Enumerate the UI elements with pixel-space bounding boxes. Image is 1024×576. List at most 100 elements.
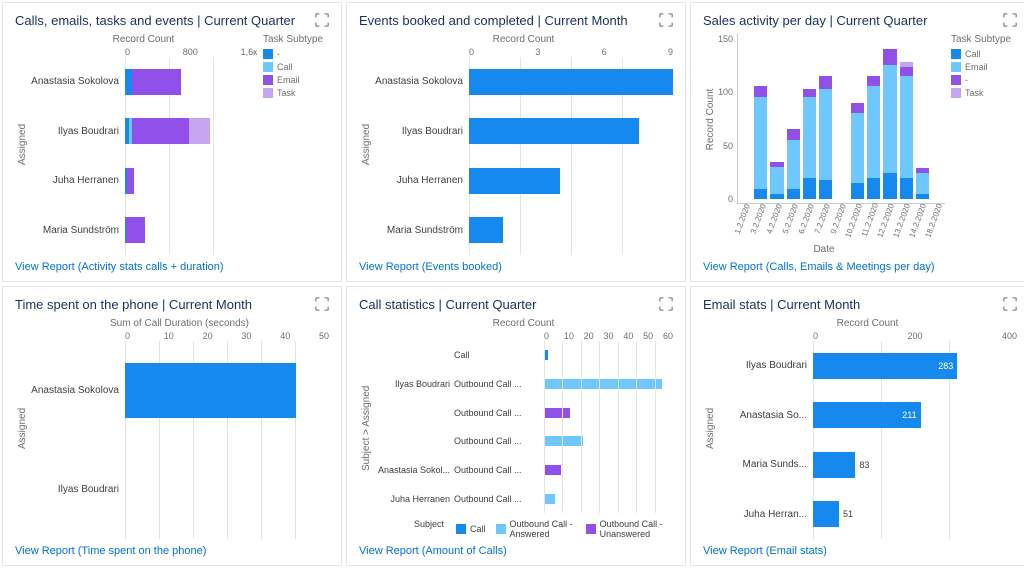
bar-segment: [867, 86, 880, 177]
bar-track: [544, 379, 673, 389]
y-axis-label: Record Count: [703, 34, 718, 204]
bar-segment: [544, 350, 548, 360]
bar-segment: [127, 168, 134, 194]
x-axis-label: Record Count: [30, 34, 257, 45]
bar-segment: [754, 86, 767, 97]
card-calls-emails-tasks: Calls, emails, tasks and events | Curren…: [2, 2, 342, 282]
legend-label: Outbound Call - Unanswered: [600, 519, 673, 539]
view-report-link[interactable]: View Report (Activity stats calls + dura…: [15, 261, 329, 273]
view-report-link[interactable]: View Report (Calls, Emails & Meetings pe…: [703, 261, 1017, 273]
bar-row: Anastasia Sokolova: [374, 60, 673, 104]
tick-label: 10: [164, 331, 203, 341]
category-label: Anastasia Sokolova: [374, 76, 469, 87]
grouped-bar-row: Anastasia Sokol...Outbound Call ...: [374, 462, 673, 478]
sub-label: Outbound Call ...: [454, 436, 544, 446]
category-label: Maria Sunds...: [718, 459, 813, 470]
legend-item: Outbound Call - Answered: [496, 519, 576, 539]
tick-label: 200: [907, 331, 1001, 341]
bar-segment: [916, 194, 929, 199]
bar-track: [125, 217, 257, 243]
sub-label: Outbound Call ...: [454, 408, 544, 418]
category-label: Juha Herran...: [718, 509, 813, 520]
bar-row: Ilyas Boudrari283: [718, 344, 1017, 388]
bar-value-label: 83: [859, 460, 869, 470]
sub-label: Outbound Call ...: [454, 465, 544, 475]
bar-track: [544, 350, 673, 360]
legend-item: Email: [263, 75, 329, 85]
bar-segment: [900, 67, 913, 76]
category-label: Ilyas Boudrari: [374, 126, 469, 137]
legend: Subject CallOutbound Call - AnsweredOutb…: [414, 519, 673, 539]
tick-label: 20: [584, 331, 604, 341]
expand-icon[interactable]: [1003, 297, 1017, 311]
legend-title: Task Subtype: [263, 34, 329, 45]
bar-row: Juha Herranen: [374, 159, 673, 203]
bar-segment: [469, 69, 673, 95]
tick-label: 3: [535, 47, 601, 57]
legend-label: Call: [965, 49, 981, 59]
bar-segment: [803, 178, 816, 200]
bar-row: Juha Herran...51: [718, 492, 1017, 536]
card-email-stats: Email stats | Current Month Assigned Rec…: [690, 286, 1024, 566]
bar-segment: [883, 173, 896, 200]
bar-track: 283: [813, 353, 1017, 379]
x-ticks: 0369: [374, 47, 673, 57]
view-report-link[interactable]: View Report (Email stats): [703, 545, 1017, 557]
legend-item: -: [263, 49, 329, 59]
bar-track: [544, 465, 673, 475]
bar-segment: [900, 76, 913, 178]
view-report-link[interactable]: View Report (Events booked): [359, 261, 673, 273]
tick-label: 40: [623, 331, 643, 341]
bar-segment: 211: [813, 402, 921, 428]
bar-segment: [544, 494, 555, 504]
bar-rows: Anastasia Sokolova Ilyas Boudrari Juha Her…: [374, 57, 673, 255]
bar-row: Maria Sundström: [30, 208, 257, 252]
bar-row: Juha Herranen: [30, 159, 257, 203]
tick-label: 50: [723, 141, 733, 151]
expand-icon[interactable]: [1003, 13, 1017, 27]
legend-swatch: [263, 49, 273, 59]
card-title: Sales activity per day | Current Quarter: [703, 13, 1017, 28]
bar-segment: [125, 363, 296, 418]
y-axis-label: Assigned: [15, 318, 30, 539]
card-title: Calls, emails, tasks and events | Curren…: [15, 13, 329, 28]
bar-rows: Anastasia SokolovaIlyas BoudrariJuha Her…: [30, 57, 257, 255]
bar-segment: [851, 183, 864, 199]
x-axis-label: Sum of Call Duration (seconds): [30, 318, 329, 329]
expand-icon[interactable]: [659, 13, 673, 27]
bar-segment: [544, 408, 570, 418]
legend-swatch: [456, 524, 466, 534]
bar-row: Ilyas Boudrari: [30, 450, 329, 529]
bar-segment: [189, 118, 210, 144]
bar-track: [125, 118, 257, 144]
bar-segment: [132, 69, 182, 95]
bar-segment: [787, 189, 800, 200]
legend-item: Task: [263, 88, 329, 98]
vbar: [867, 38, 880, 199]
bar-track: 51: [813, 501, 1017, 527]
category-label: Ilyas Boudrari: [30, 126, 125, 137]
bar-segment: [867, 178, 880, 200]
bar-track: [469, 168, 673, 194]
legend-label: Email: [965, 62, 988, 72]
x-axis-label: Date: [703, 244, 945, 255]
legend-label: Call: [470, 524, 486, 534]
bar-track: 211: [813, 402, 1017, 428]
bar-row: Ilyas Boudrari: [30, 109, 257, 153]
card-title: Call statistics | Current Quarter: [359, 297, 673, 312]
view-report-link[interactable]: View Report (Time spent on the phone): [15, 545, 329, 557]
card-title: Time spent on the phone | Current Month: [15, 297, 329, 312]
expand-icon[interactable]: [659, 297, 673, 311]
legend-item: Call: [263, 62, 329, 72]
expand-icon[interactable]: [315, 297, 329, 311]
legend-item: -: [951, 75, 1017, 85]
bar-segment: [544, 436, 583, 446]
card-events-booked: Events booked and completed | Current Mo…: [346, 2, 686, 282]
tick-label: 400: [1002, 331, 1017, 341]
bar-track: 83: [813, 452, 1017, 478]
expand-icon[interactable]: [315, 13, 329, 27]
tick-label: 0: [544, 331, 564, 341]
bar-segment: [819, 180, 832, 199]
y-axis-label: Assigned: [359, 34, 374, 255]
view-report-link[interactable]: View Report (Amount of Calls): [359, 545, 673, 557]
